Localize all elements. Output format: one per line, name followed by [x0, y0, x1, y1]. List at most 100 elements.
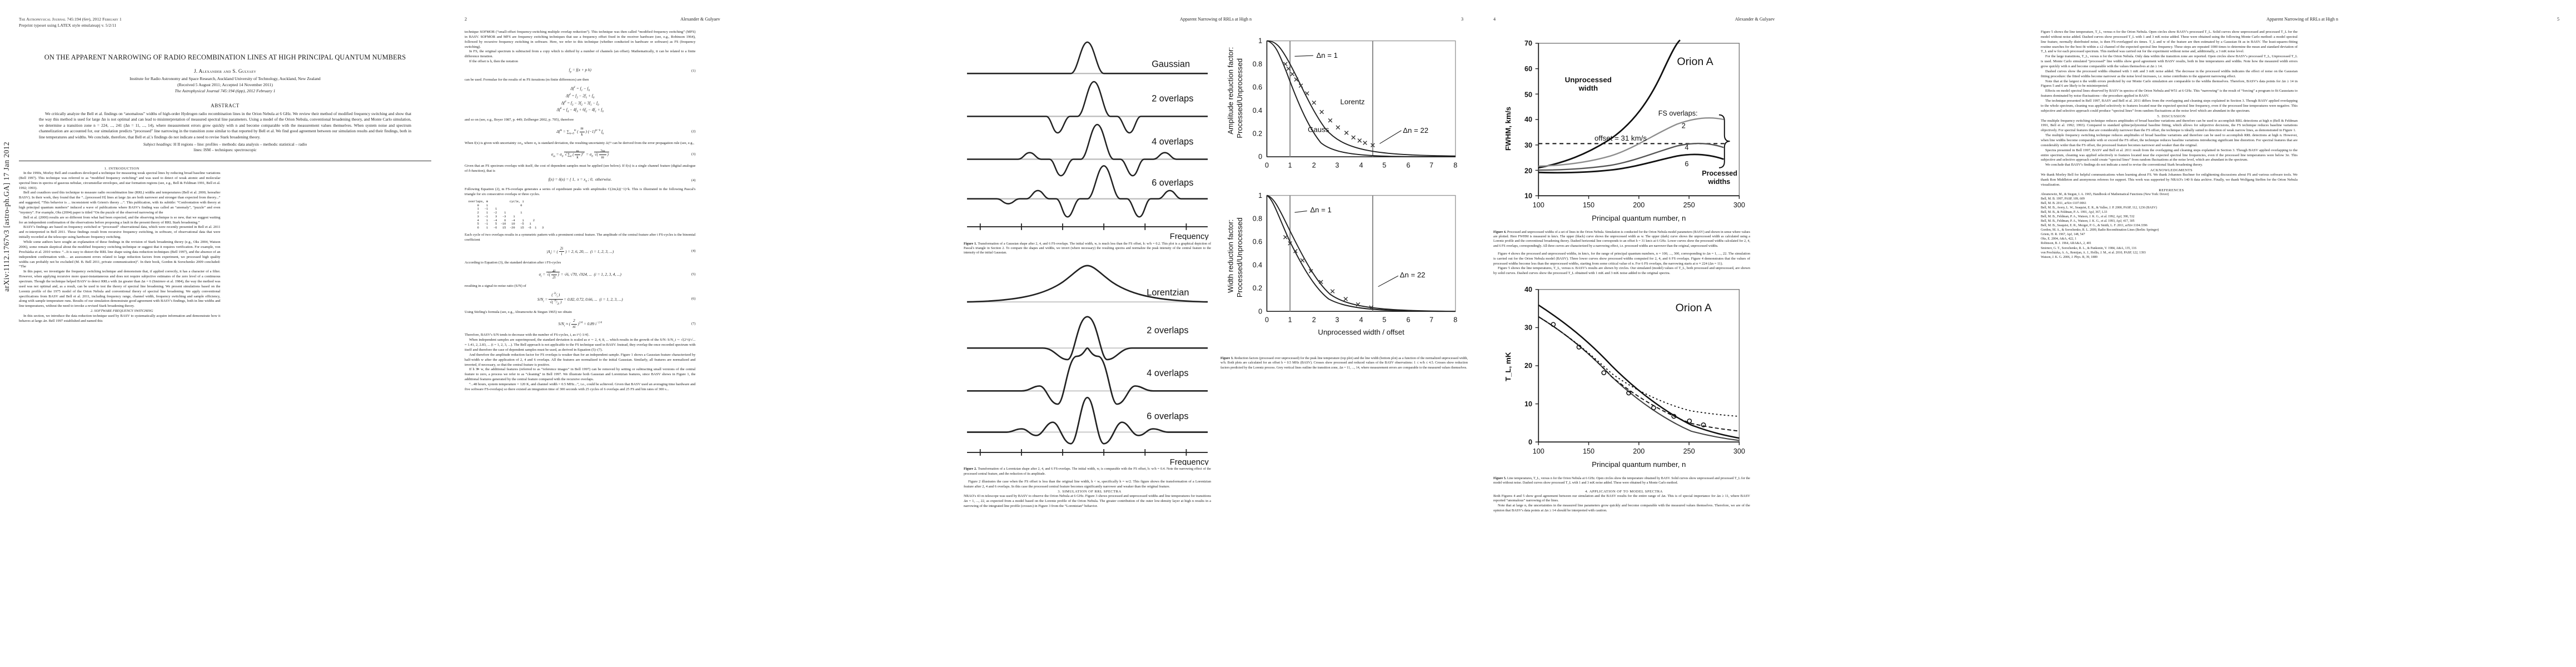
- p2-right-7: “...48 hours, system temperature = 120 K…: [465, 382, 696, 391]
- figure-4-label-6: 6: [1685, 160, 1688, 168]
- figure-4-xtick-300: 300: [1733, 201, 1745, 209]
- figure-4-ytick-10: 10: [1524, 192, 1532, 200]
- figure-3-plot: 1 0.8 0.6 0.4 0.2 0 0 1 2: [1220, 30, 1468, 355]
- figure-3-xtick-8: 8: [1453, 162, 1457, 170]
- figure-2-caption-text: Transformation of a Lorentzian shape aft…: [964, 467, 1211, 476]
- p4-body-1: Figure 5 shows the line temperatures, T_…: [1493, 266, 1750, 276]
- page-2: 2 Alexander & Gulyaev technique SOFMOR (…: [450, 0, 950, 667]
- p4-body-2: Both Figures 4 and 5 show good agreement…: [1493, 494, 1750, 503]
- page-1: arXiv:1112.1767v3 [astro-ph.GA] 17 Jan 2…: [0, 0, 450, 667]
- figure-4-ytick-30: 30: [1524, 141, 1532, 149]
- figure-2-plot: Lorentzian 2 overlaps 4 overlaps 6 overl…: [964, 259, 1211, 449]
- figure-4-label-unprocessed-l2: width: [1578, 84, 1598, 92]
- figure-2-axis: Frequency: [967, 449, 1209, 465]
- p4-body-3: Note that at large n, the uncertainties …: [1493, 504, 1750, 513]
- p5-body-0: Figure 5 shows the line temperature, T_L…: [2041, 30, 2298, 54]
- p2-left-5: Given that an FS spectrum overlaps with …: [465, 164, 696, 173]
- p1-para-3: BASV's findings are based on frequency s…: [19, 225, 221, 240]
- figure-5-xlabel: Principal quantum number, n: [1592, 460, 1686, 469]
- figure-3-caption-text: Reduction factors (processed over unproc…: [1220, 357, 1468, 370]
- p2-right-6: If h ≫ w, the additional features (refer…: [465, 367, 696, 382]
- figure-3-ytick-04: 0.4: [1253, 107, 1262, 115]
- figure-3b-label-dn22: Δn = 22: [1400, 271, 1426, 279]
- figure-4-curve-4overlaps: [1538, 142, 1724, 171]
- figure-4-xtick-150: 150: [1583, 201, 1595, 209]
- figure-5-xtick-100: 100: [1533, 447, 1544, 455]
- figure-3b-xtick-8: 8: [1453, 316, 1457, 324]
- figure-3-caption-label: Figure 3.: [1220, 357, 1234, 361]
- p1-para-0: In the 1990s, Morley Bell and coauthors …: [19, 171, 221, 190]
- figure-3-ylabel-top-l2: Processed/Unprocessed: [1235, 58, 1244, 138]
- page4-head-title: Alexander & Gulyaev: [1735, 17, 1775, 22]
- figure-3b-xtick-5: 5: [1382, 316, 1386, 324]
- figure-4-xtick-100: 100: [1533, 201, 1544, 209]
- figure-4-curve-unprocessed: [1538, 39, 1681, 169]
- subject-headings: Subject headings: H II regions – line: p…: [39, 142, 411, 153]
- figure-5-curve-processed: [1538, 316, 1740, 441]
- figure-3-ytick-0: 0: [1258, 153, 1262, 161]
- figure-2: Lorentzian 2 overlaps 4 overlaps 6 overl…: [964, 259, 1211, 476]
- journal-line-2: Preprint typeset using LATEX style emula…: [19, 22, 117, 28]
- figure-4-label-unprocessed-l1: Unprocessed: [1565, 76, 1612, 84]
- equation-amp-i: |Ai| = ( 2i i ) = 2, 6, 20, ... (i = 1, 2…: [546, 246, 696, 257]
- p3-body-1: NRAO's 43 m telescope was used by BASV t…: [964, 494, 1211, 509]
- figure-1-caption-label: Figure 1.: [964, 242, 977, 246]
- p3-body-0: Figure 2 illustrates the case when the F…: [964, 479, 1211, 489]
- reference-item: Bell, M. B., & Feldman, P. A. 1991, ApJ,…: [2041, 211, 2107, 215]
- figure-4-ytick-60: 60: [1524, 65, 1532, 73]
- equation-4-number: (3): [691, 152, 696, 157]
- p1-para-5: While some authors have sought an explan…: [19, 240, 221, 269]
- figure-4-plot: 70 60 50 40 30 20 10 100 150 200 2: [1493, 34, 1750, 228]
- p5-body-3: Note that at the largest n the width err…: [2041, 79, 2298, 88]
- figure-4-curve-2overlaps: [1538, 117, 1724, 167]
- p2-left-2: If the offset is h, then the notation: [469, 59, 518, 64]
- figure-3-xtick-7: 7: [1429, 162, 1433, 170]
- equation-7: S/Ni = ( 2i⁄i ) √( 4i⁄2i ) = 0.82, 0.72, …: [537, 292, 696, 306]
- figure-5-curve-noise-1mk: [1538, 316, 1740, 432]
- figure-1-label-2overlaps: 2 overlaps: [1152, 94, 1193, 104]
- p5-acknowledgments: We thank Morley Bell for helpful communi…: [2041, 173, 2298, 187]
- figure-5-ytick-30: 30: [1524, 324, 1532, 332]
- figure-1-caption-text: Transformation of a Gaussian shape after…: [964, 242, 1211, 255]
- p4-body-0: Figure 4 shows the processed and unproce…: [1493, 251, 1750, 266]
- reference-item: Robinson, B. J. 1964, ARA&A, 2, 401: [2041, 242, 2091, 246]
- page5-columns: Figure 5 shows the line temperature, T_L…: [2041, 30, 2564, 653]
- reference-item: Bell, M. B., Avery, L. W., Seaquist, E. …: [2041, 206, 2157, 210]
- figure-3b-xtick-3: 3: [1336, 316, 1339, 324]
- figure-2-xlabel: Frequency: [1170, 458, 1209, 465]
- paper-affiliation: Institute for Radio Astronomy and Space …: [129, 76, 321, 81]
- figure-3-svg: 1 0.8 0.6 0.4 0.2 0 0 1 2: [1226, 37, 1457, 336]
- figure-5-plot: 40 30 20 10 0 100 150 200 250 300: [1493, 280, 1750, 475]
- figure-3b-ytick-06: 0.6: [1253, 238, 1262, 246]
- figure-3b-ytick-02: 0.2: [1253, 285, 1262, 292]
- figure-5-ytick-10: 10: [1524, 400, 1532, 408]
- journal-header: The Astrophysical Journal 745:194 (6pp),…: [19, 17, 431, 28]
- figure-4-brace: [1718, 114, 1730, 168]
- figure-4-ylabel: FWHM, km/s: [1504, 107, 1512, 151]
- figure-5-curve-unprocessed: [1538, 304, 1740, 439]
- figure-3b-ytick-1: 1: [1258, 192, 1262, 200]
- figure-3-bottom-panel: 1 0.8 0.6 0.4 0.2 0 0 1 2: [1226, 192, 1457, 336]
- page2-running-head: 2 Alexander & Gulyaev: [465, 17, 936, 24]
- subject-headings-label: Subject headings:: [143, 141, 173, 147]
- pascal-triangle-block: overlaps, m cycle, i 0 1 0 1 -1 1 2 1 -2…: [468, 200, 544, 230]
- figure-3-xtick-0: 0: [1265, 162, 1269, 170]
- p5-body-1: For the large transitions, T_L, versus n…: [2041, 54, 2298, 69]
- equation-7-number: (6): [691, 297, 696, 301]
- figure-4-label-processed-l1: Processed: [1702, 170, 1737, 177]
- figure-1: Gaussian 2 overlaps 4 overlaps 6 overlap…: [964, 34, 1211, 255]
- p5-disc-3: We conclude that BASV's findings do not …: [2045, 163, 2203, 167]
- reference-item: Watson, J. K. G. 2006, J. Phys. B, 39, 1…: [2041, 255, 2097, 259]
- page4-columns: 70 60 50 40 30 20 10 100 150 200 2: [1493, 30, 2016, 653]
- figure-5-svg: 40 30 20 10 0 100 150 200 250 300: [1504, 286, 1745, 469]
- figure-3b-ytick-0: 0: [1258, 307, 1262, 315]
- figure-3-ylabel-bot-l2: Processed/Unprocessed: [1235, 217, 1244, 297]
- equation-2: Δf1 = f1 − f0 Δf2 = f2 − 2f1 + f0 Δf3 = …: [556, 86, 604, 114]
- reference-item: Abramowitz, M., & Stegun, I. A. 1965, Ha…: [2041, 192, 2169, 196]
- p2-left-7: Each cycle of two overlaps results in a …: [465, 232, 696, 242]
- paper-received: (Received 5 August 2011; Accepted 14 Nov…: [177, 82, 273, 88]
- section-references: REFERENCES: [2159, 188, 2184, 192]
- reference-item: Gordon, M. A., & Sorochenko, R. L. 2009,…: [2041, 228, 2159, 232]
- paper-journal-italic: The Astrophysical Journal 745:194 (6pp),…: [175, 88, 276, 94]
